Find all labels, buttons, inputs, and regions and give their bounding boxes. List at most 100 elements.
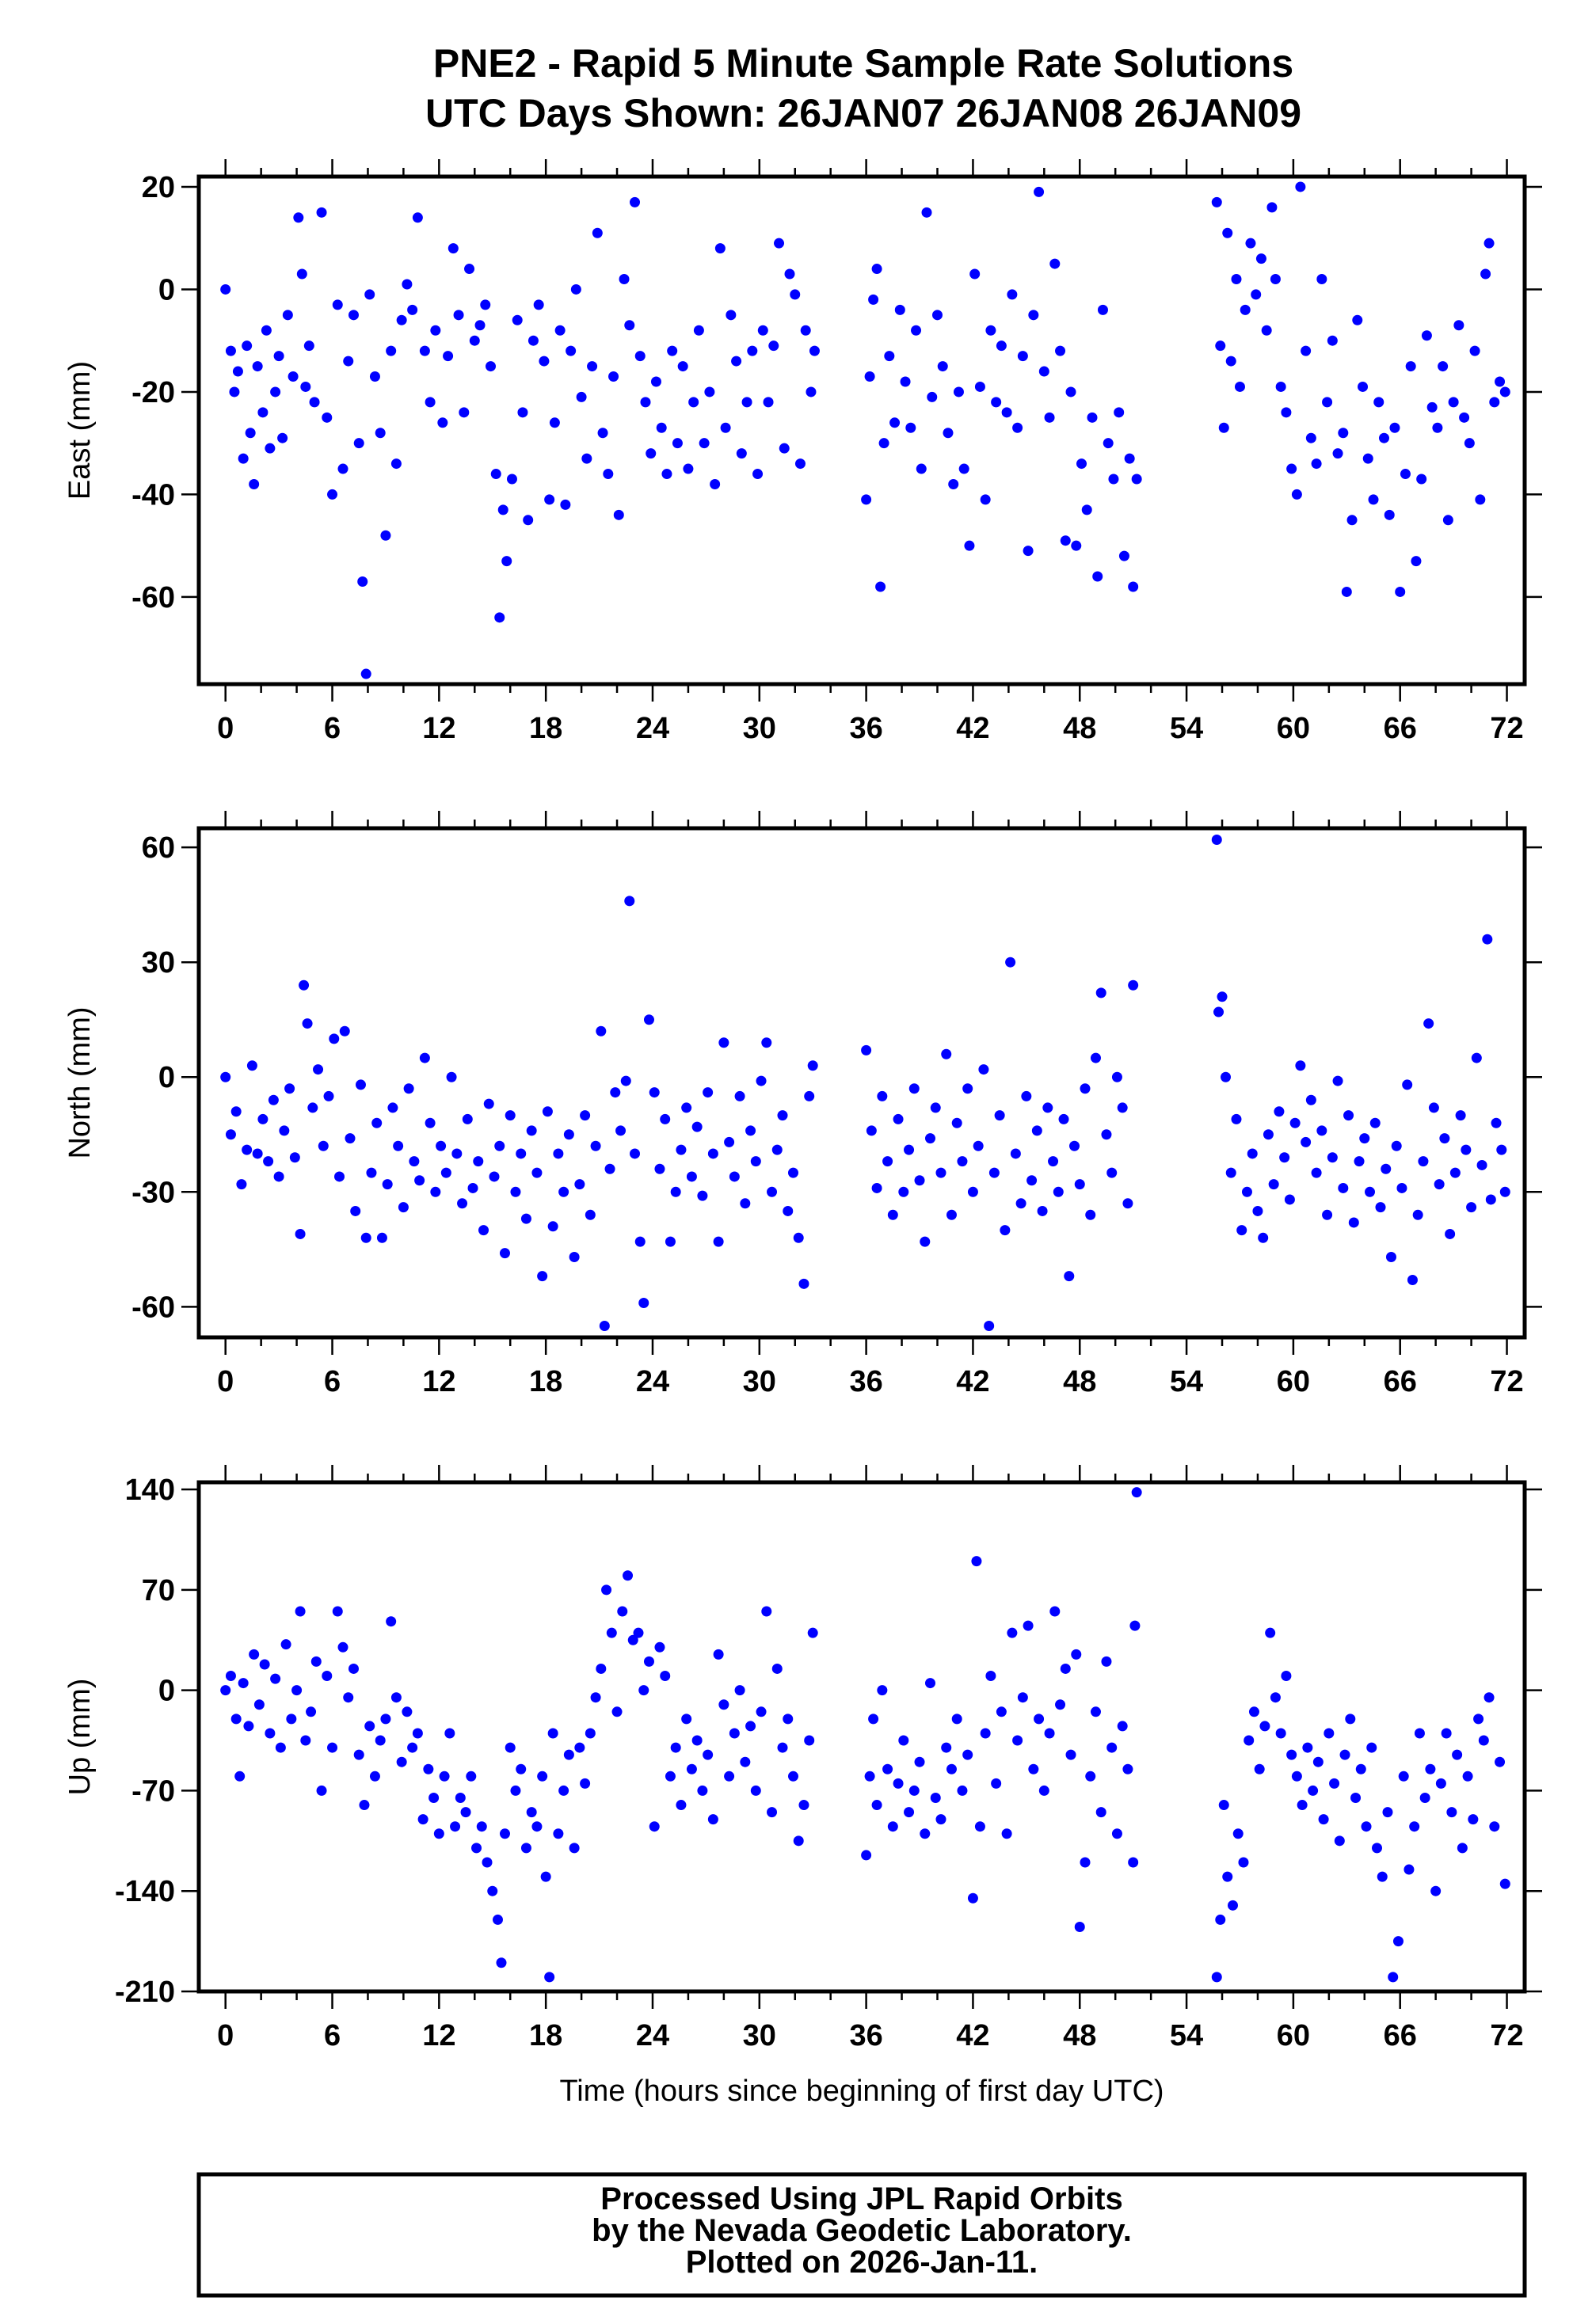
data-point [745, 1125, 756, 1136]
data-point [329, 1033, 340, 1044]
data-point [322, 1671, 333, 1682]
x-tick-label: 24 [636, 712, 669, 745]
data-point [634, 351, 646, 362]
data-point [1295, 1060, 1306, 1071]
data-point [877, 1685, 888, 1696]
x-tick-label: 42 [956, 1365, 989, 1398]
data-point [225, 1671, 236, 1682]
data-point [1245, 238, 1256, 249]
data-point [980, 1728, 991, 1739]
data-point [1308, 1785, 1319, 1796]
data-point [861, 494, 872, 505]
data-point [220, 1071, 231, 1082]
data-point [236, 1179, 247, 1190]
data-point [407, 1742, 418, 1753]
data-point [1305, 432, 1316, 443]
data-point [617, 1606, 628, 1617]
data-point [252, 1148, 263, 1159]
x-tick-label: 12 [422, 712, 455, 745]
x-tick-label: 18 [529, 712, 562, 745]
data-point [1042, 1102, 1053, 1113]
data-point [419, 1052, 430, 1063]
data-point [242, 340, 253, 352]
data-point [672, 438, 683, 449]
data-point [1087, 412, 1098, 423]
footer-box: Processed Using JPL Rapid Orbits by the … [196, 2172, 1527, 2298]
data-point [1076, 458, 1087, 470]
data-point [991, 1778, 1002, 1789]
data-point [1090, 1052, 1101, 1063]
data-point [1312, 1756, 1324, 1767]
data-point [1106, 1167, 1118, 1178]
data-point [1365, 1186, 1376, 1197]
data-point [396, 314, 407, 325]
data-point [1111, 1071, 1122, 1082]
data-point [357, 576, 368, 588]
data-point [376, 1232, 387, 1243]
data-point [787, 1771, 798, 1782]
data-point [1459, 412, 1470, 423]
data-point [699, 438, 710, 449]
data-point [1311, 1167, 1322, 1178]
data-point [1215, 1914, 1226, 1925]
data-point [466, 1771, 477, 1782]
data-point [1316, 1125, 1327, 1136]
data-point [991, 397, 1002, 408]
data-point [1404, 1864, 1415, 1875]
x-tick-label: 54 [1170, 712, 1203, 745]
data-point [469, 335, 480, 346]
data-point [1473, 1714, 1484, 1725]
data-point [996, 1706, 1007, 1717]
data-point [900, 376, 911, 387]
data-point [750, 1156, 761, 1167]
data-point [1259, 1721, 1270, 1732]
data-point [1081, 504, 1092, 515]
data-point [364, 1721, 375, 1732]
data-point [707, 1148, 718, 1159]
y-tick-label: 70 [142, 1574, 175, 1607]
data-point [476, 1821, 487, 1832]
data-point [1275, 381, 1286, 392]
data-point [359, 1800, 370, 1811]
data-point [1021, 1090, 1032, 1101]
data-point [697, 1190, 708, 1201]
data-point [398, 1202, 409, 1213]
data-point [1218, 422, 1229, 433]
data-point [866, 1125, 877, 1136]
data-point [1446, 1807, 1457, 1818]
data-point [1055, 1699, 1066, 1710]
data-point [337, 1641, 348, 1653]
data-point [931, 310, 943, 321]
data-point [925, 1678, 936, 1689]
data-point [553, 1148, 564, 1159]
data-point [1049, 258, 1061, 269]
x-tick-label: 12 [422, 2019, 455, 2052]
data-point [1355, 1763, 1366, 1774]
data-point [364, 289, 375, 300]
data-point [703, 1749, 714, 1760]
y-tick-label: 0 [158, 273, 175, 306]
data-point [1291, 489, 1302, 500]
data-point [634, 1236, 646, 1247]
data-point [784, 268, 795, 280]
data-point [1389, 422, 1400, 433]
data-point [1478, 1735, 1489, 1746]
x-tick-label: 42 [956, 2019, 989, 2052]
data-point [774, 238, 785, 249]
data-point [1489, 397, 1500, 408]
data-point [1286, 1749, 1297, 1760]
data-point [1221, 1071, 1232, 1082]
data-point [1268, 1179, 1279, 1190]
data-point [531, 1821, 543, 1832]
x-tick-label: 0 [217, 712, 234, 745]
data-point [455, 1792, 466, 1803]
data-point [528, 335, 539, 346]
data-point [453, 310, 464, 321]
data-point [1483, 1692, 1495, 1703]
data-point [1238, 1857, 1249, 1868]
data-point [1339, 1749, 1350, 1760]
data-point [478, 1225, 489, 1236]
data-point [265, 1728, 276, 1739]
data-point [971, 1556, 982, 1567]
data-point [665, 1236, 676, 1247]
